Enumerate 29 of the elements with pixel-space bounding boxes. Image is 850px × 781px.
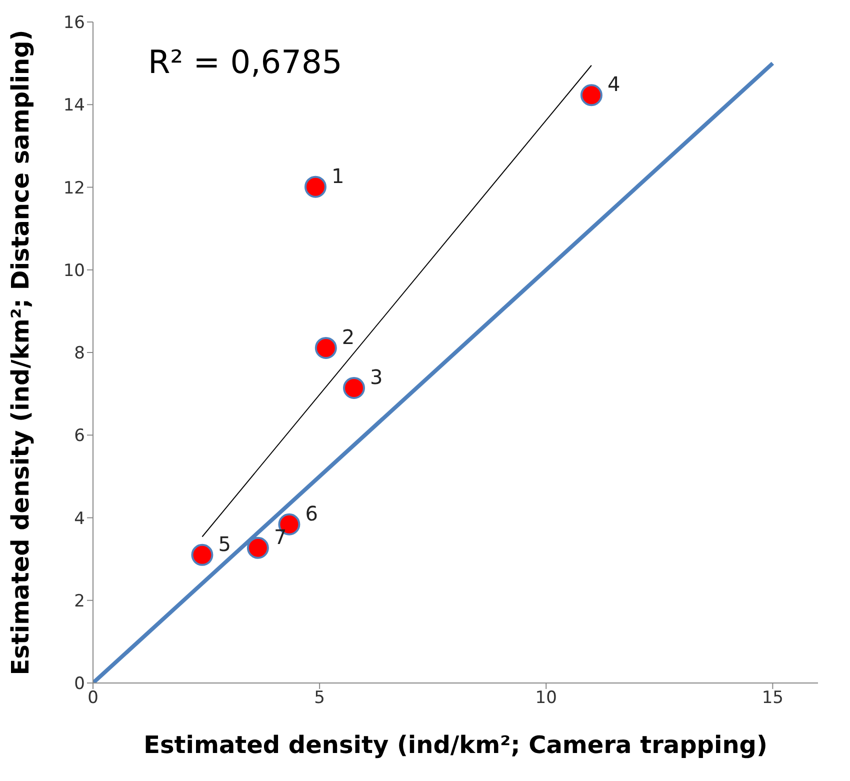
annotation: 2 xyxy=(342,324,355,349)
x-tick-label: 15 xyxy=(762,688,784,708)
annotation: 7 xyxy=(274,524,287,549)
x-axis-title: Estimated density (ind/km²; Camera trapping) xyxy=(144,731,768,759)
y-tick-label: 6 xyxy=(74,426,85,446)
y-tick-label: 4 xyxy=(74,508,85,529)
point xyxy=(246,536,269,559)
y-tick-label: 10 xyxy=(63,260,85,281)
y-tick-label: 0 xyxy=(74,674,85,694)
x-tick-label: 10 xyxy=(535,688,557,708)
y-tick-label: 14 xyxy=(63,96,85,116)
y-tick-label: 12 xyxy=(63,178,85,198)
annotation: 1 xyxy=(331,164,344,188)
annotation: 6 xyxy=(305,501,318,526)
y-axis-title: Estimated density (ind/km²; Distance sampling) xyxy=(6,30,35,676)
point xyxy=(580,84,602,106)
annotation: 3 xyxy=(370,365,383,390)
point xyxy=(343,377,365,400)
y-tick-label: 2 xyxy=(74,591,85,612)
y-tick-label: 16 xyxy=(63,13,85,34)
annotation: 5 xyxy=(218,532,231,556)
x-tick-label: 0 xyxy=(88,688,98,708)
annotation: 4 xyxy=(607,72,620,96)
point xyxy=(314,336,337,359)
annotation: R² = 0,6785 xyxy=(148,43,342,81)
point xyxy=(191,544,214,566)
x-tick-label: 5 xyxy=(314,688,325,708)
point xyxy=(304,176,326,198)
y-tick-label: 8 xyxy=(74,344,85,364)
